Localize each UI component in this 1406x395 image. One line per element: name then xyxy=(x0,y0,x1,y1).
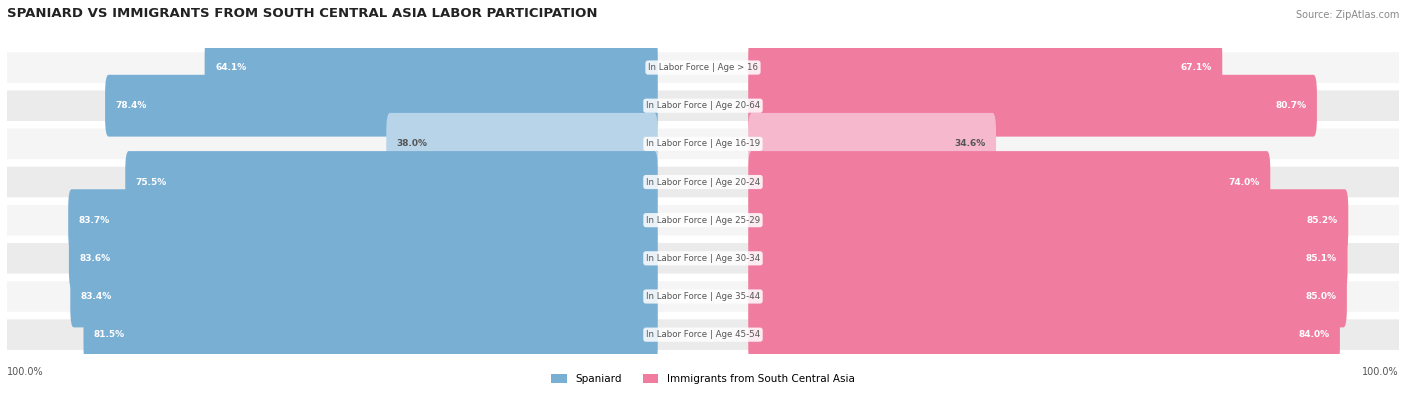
FancyBboxPatch shape xyxy=(387,113,658,175)
Text: In Labor Force | Age 16-19: In Labor Force | Age 16-19 xyxy=(645,139,761,149)
Text: In Labor Force | Age 45-54: In Labor Force | Age 45-54 xyxy=(645,330,761,339)
Text: 74.0%: 74.0% xyxy=(1229,177,1260,186)
FancyBboxPatch shape xyxy=(7,281,1399,312)
FancyBboxPatch shape xyxy=(748,304,1340,365)
Text: 85.2%: 85.2% xyxy=(1306,216,1337,225)
FancyBboxPatch shape xyxy=(7,90,1399,121)
Legend: Spaniard, Immigrants from South Central Asia: Spaniard, Immigrants from South Central … xyxy=(547,370,859,388)
FancyBboxPatch shape xyxy=(748,75,1317,137)
FancyBboxPatch shape xyxy=(205,37,658,98)
Text: In Labor Force | Age 35-44: In Labor Force | Age 35-44 xyxy=(645,292,761,301)
FancyBboxPatch shape xyxy=(69,228,658,289)
Text: 83.6%: 83.6% xyxy=(79,254,111,263)
Text: 78.4%: 78.4% xyxy=(115,101,146,110)
FancyBboxPatch shape xyxy=(748,151,1270,213)
FancyBboxPatch shape xyxy=(7,243,1399,274)
Text: 83.4%: 83.4% xyxy=(80,292,112,301)
Text: Source: ZipAtlas.com: Source: ZipAtlas.com xyxy=(1296,10,1399,20)
Text: 85.1%: 85.1% xyxy=(1306,254,1337,263)
Text: 75.5%: 75.5% xyxy=(136,177,167,186)
Text: 64.1%: 64.1% xyxy=(215,63,246,72)
Text: 83.7%: 83.7% xyxy=(79,216,110,225)
FancyBboxPatch shape xyxy=(7,205,1399,235)
FancyBboxPatch shape xyxy=(7,52,1399,83)
Text: In Labor Force | Age 25-29: In Labor Force | Age 25-29 xyxy=(645,216,761,225)
FancyBboxPatch shape xyxy=(748,37,1222,98)
Text: 100.0%: 100.0% xyxy=(7,367,44,377)
Text: 100.0%: 100.0% xyxy=(1362,367,1399,377)
FancyBboxPatch shape xyxy=(83,304,658,365)
FancyBboxPatch shape xyxy=(69,189,658,251)
FancyBboxPatch shape xyxy=(7,320,1399,350)
FancyBboxPatch shape xyxy=(7,167,1399,197)
Text: In Labor Force | Age 20-24: In Labor Force | Age 20-24 xyxy=(645,177,761,186)
Text: 80.7%: 80.7% xyxy=(1275,101,1306,110)
Text: 38.0%: 38.0% xyxy=(396,139,427,149)
FancyBboxPatch shape xyxy=(748,189,1348,251)
Text: 67.1%: 67.1% xyxy=(1181,63,1212,72)
FancyBboxPatch shape xyxy=(748,228,1347,289)
FancyBboxPatch shape xyxy=(7,129,1399,159)
Text: 81.5%: 81.5% xyxy=(94,330,125,339)
FancyBboxPatch shape xyxy=(70,265,658,327)
Text: 85.0%: 85.0% xyxy=(1305,292,1337,301)
Text: 84.0%: 84.0% xyxy=(1298,330,1330,339)
Text: In Labor Force | Age 30-34: In Labor Force | Age 30-34 xyxy=(645,254,761,263)
FancyBboxPatch shape xyxy=(125,151,658,213)
Text: In Labor Force | Age 20-64: In Labor Force | Age 20-64 xyxy=(645,101,761,110)
FancyBboxPatch shape xyxy=(748,265,1347,327)
Text: In Labor Force | Age > 16: In Labor Force | Age > 16 xyxy=(648,63,758,72)
Text: SPANIARD VS IMMIGRANTS FROM SOUTH CENTRAL ASIA LABOR PARTICIPATION: SPANIARD VS IMMIGRANTS FROM SOUTH CENTRA… xyxy=(7,7,598,20)
FancyBboxPatch shape xyxy=(105,75,658,137)
Text: 34.6%: 34.6% xyxy=(955,139,986,149)
FancyBboxPatch shape xyxy=(748,113,995,175)
